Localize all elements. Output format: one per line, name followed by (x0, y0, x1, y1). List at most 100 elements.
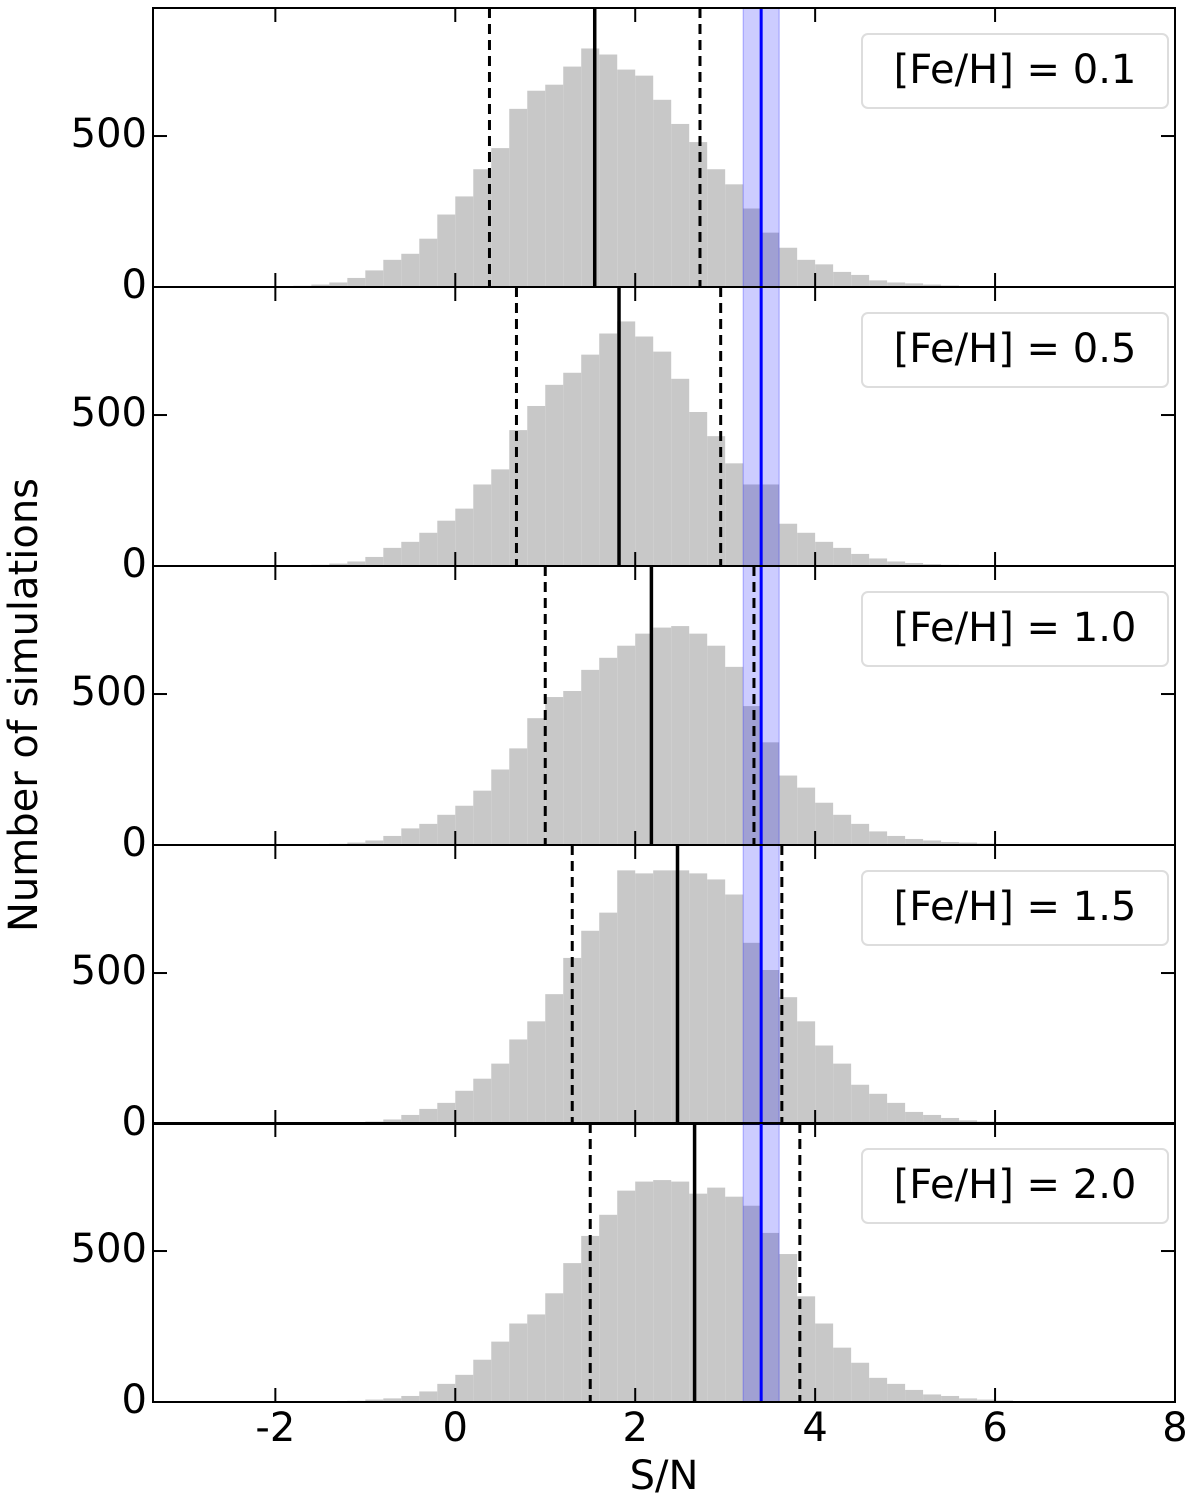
bar (473, 791, 491, 845)
bar (599, 1215, 617, 1402)
bar (527, 406, 545, 566)
legend-label: [Fe/H] = 0.1 (894, 47, 1137, 93)
bar (365, 557, 383, 566)
legend-label: [Fe/H] = 2.0 (894, 1162, 1137, 1208)
bar (455, 806, 473, 845)
bar (725, 1197, 743, 1402)
bar (491, 1064, 509, 1124)
bar (527, 718, 545, 845)
bar (509, 430, 527, 566)
bar (869, 1094, 887, 1124)
x-tick-label: 2 (622, 1405, 647, 1451)
bar (473, 1079, 491, 1124)
bar (347, 278, 365, 287)
bar (419, 533, 437, 566)
bar (599, 334, 617, 567)
bar (851, 1085, 869, 1124)
bar (833, 1348, 851, 1402)
bar (797, 788, 815, 845)
bar (779, 248, 797, 287)
bar (509, 1039, 527, 1124)
bar (617, 70, 635, 287)
y-tick-label: 0 (122, 541, 147, 587)
bar (365, 270, 383, 287)
x-tick-label: 8 (1162, 1405, 1187, 1451)
bar (617, 646, 635, 845)
bar (509, 109, 527, 287)
y-tick-label: 500 (71, 948, 147, 994)
bar (797, 1021, 815, 1124)
bar (545, 85, 563, 287)
bar (689, 412, 707, 566)
bar (491, 770, 509, 845)
bar (635, 76, 653, 287)
bar (851, 824, 869, 845)
bar (455, 1091, 473, 1124)
bar (383, 260, 401, 287)
bar (689, 142, 707, 287)
bar (707, 1188, 725, 1402)
bar (707, 879, 725, 1124)
bar (419, 824, 437, 845)
bar (527, 1314, 545, 1402)
bar (671, 124, 689, 287)
bar (563, 1263, 581, 1402)
bar (725, 184, 743, 287)
bar (437, 815, 455, 845)
bar (833, 548, 851, 566)
bar (833, 1064, 851, 1124)
bar (581, 48, 599, 287)
bar (869, 831, 887, 845)
bar (437, 521, 455, 566)
bar (545, 994, 563, 1124)
bar (437, 1384, 455, 1402)
bar (455, 196, 473, 287)
bar (653, 352, 671, 566)
bar (653, 100, 671, 287)
bar (887, 836, 905, 845)
legend-label: [Fe/H] = 1.5 (894, 884, 1137, 930)
bar (671, 379, 689, 566)
bar (779, 524, 797, 566)
bar (599, 913, 617, 1124)
bar (545, 385, 563, 566)
bar (851, 554, 869, 566)
bar (401, 542, 419, 566)
bar (455, 1375, 473, 1402)
bar (617, 870, 635, 1124)
bar (635, 337, 653, 566)
legend-label: [Fe/H] = 0.5 (894, 326, 1137, 372)
bar (491, 469, 509, 566)
y-tick-label: 0 (122, 820, 147, 866)
bar (887, 1384, 905, 1402)
y-tick-label: 0 (122, 1377, 147, 1423)
bar (815, 803, 833, 845)
bar (545, 697, 563, 845)
bar (725, 895, 743, 1124)
bar (779, 1254, 797, 1402)
bar (509, 1323, 527, 1402)
bar (671, 870, 689, 1124)
bar (401, 254, 419, 287)
bar (383, 548, 401, 566)
bar (581, 670, 599, 845)
bar (851, 275, 869, 287)
bar (815, 264, 833, 287)
x-tick-label: 0 (443, 1405, 468, 1451)
y-tick-label: 500 (71, 1226, 147, 1272)
bar (545, 1293, 563, 1402)
bar (581, 931, 599, 1124)
bar (653, 628, 671, 845)
bar (671, 626, 689, 845)
bar (869, 558, 887, 566)
bar (869, 1378, 887, 1402)
y-tick-label: 500 (71, 669, 147, 715)
bar (527, 1021, 545, 1124)
bar (689, 873, 707, 1124)
y-tick-label: 500 (71, 390, 147, 436)
bar (383, 836, 401, 845)
